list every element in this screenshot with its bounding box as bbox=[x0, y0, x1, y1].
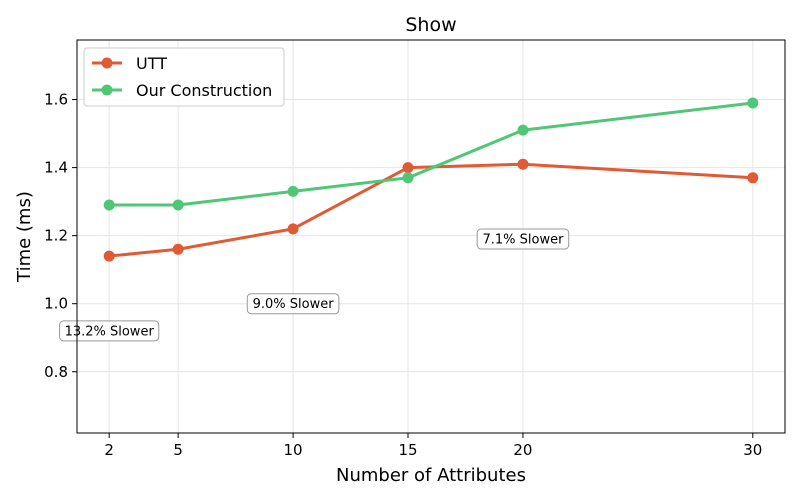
x-tick-label: 10 bbox=[284, 441, 303, 459]
y-tick-label: 1.0 bbox=[44, 295, 68, 313]
legend-label: Our Construction bbox=[136, 81, 272, 100]
annotations: 13.2% Slower 9.0% Slower 7.1% Slower bbox=[59, 228, 570, 342]
y-tick-label: 1.4 bbox=[44, 159, 68, 177]
annotation-box bbox=[246, 293, 340, 315]
y-tick-label: 0.8 bbox=[44, 363, 68, 381]
x-tick-label: 20 bbox=[513, 441, 532, 459]
chart-title: Show bbox=[405, 14, 456, 36]
series-line-0 bbox=[109, 162, 753, 258]
legend: UTT Our Construction bbox=[83, 47, 285, 107]
axis-ticks: 2 5 10 15 20 30 0.8 1.0 1.2 1.4 1.6 bbox=[44, 91, 762, 459]
x-tick-label: 15 bbox=[398, 441, 417, 459]
data-point bbox=[172, 199, 184, 211]
data-point bbox=[402, 162, 414, 174]
x-axis-label: Number of Attributes bbox=[336, 465, 526, 486]
x-tick-label: 5 bbox=[173, 441, 183, 459]
legend-marker bbox=[101, 57, 113, 69]
y-tick-label: 1.6 bbox=[44, 91, 68, 109]
y-tick-label: 1.2 bbox=[44, 227, 68, 245]
data-point bbox=[517, 124, 529, 136]
data-point bbox=[517, 158, 529, 170]
data-point bbox=[172, 243, 184, 255]
data-point bbox=[747, 172, 759, 184]
data-point bbox=[402, 172, 414, 184]
legend-label: UTT bbox=[136, 54, 167, 73]
annotation-box bbox=[476, 228, 570, 250]
data-point bbox=[287, 185, 299, 197]
x-tick-label: 2 bbox=[104, 441, 114, 459]
series-line-1 bbox=[109, 101, 753, 207]
legend-box bbox=[83, 47, 285, 107]
data-point bbox=[287, 223, 299, 235]
data-point bbox=[103, 199, 115, 211]
annotation-text: 13.2% Slower bbox=[65, 324, 155, 339]
x-tick-label: 30 bbox=[743, 441, 762, 459]
data-point bbox=[747, 97, 759, 109]
plot-frame bbox=[76, 39, 786, 434]
series-lines bbox=[103, 97, 759, 262]
data-point bbox=[103, 250, 115, 262]
annotation-box bbox=[59, 320, 160, 342]
annotation-text: 9.0% Slower bbox=[253, 297, 335, 312]
annotation-text: 7.1% Slower bbox=[482, 233, 564, 248]
y-axis-label: Time (ms) bbox=[14, 191, 35, 283]
legend-marker bbox=[101, 84, 113, 96]
